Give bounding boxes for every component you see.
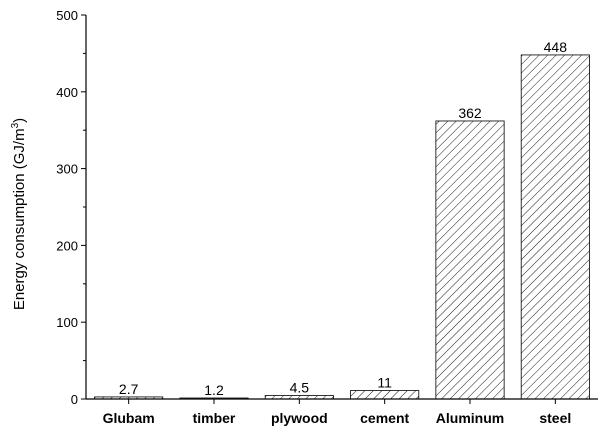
data-label-cement: 11 <box>377 375 392 391</box>
bars-group <box>94 54 590 400</box>
y-axis-title-group: Energy consumption (GJ/m3) <box>10 118 28 310</box>
y-tick-label-500: 500 <box>56 8 78 23</box>
x-tick-label-aluminum: Aluminum <box>436 410 504 426</box>
y-tick-label-400: 400 <box>56 85 78 100</box>
x-tick-label-plywood: plywood <box>271 410 328 426</box>
y-tick-label-300: 300 <box>56 162 78 177</box>
x-tick-label-glubam: Glubam <box>103 410 155 426</box>
y-tick-label-200: 200 <box>56 238 78 253</box>
axes-group <box>81 14 598 404</box>
x-tick-label-timber: timber <box>193 410 236 426</box>
y-axis-title: Energy consumption (GJ/m3) <box>10 118 28 310</box>
data-label-plywood: 4.5 <box>290 380 310 396</box>
x-tick-label-cement: cement <box>360 410 409 426</box>
bar-steel <box>520 54 590 400</box>
x-tick-label-steel: steel <box>539 410 571 426</box>
data-label-glubam: 2.7 <box>119 381 139 397</box>
bar-aluminum <box>435 120 505 400</box>
data-label-timber: 1.2 <box>204 382 224 398</box>
data-label-steel: 448 <box>544 39 568 55</box>
y-tick-label-100: 100 <box>56 315 78 330</box>
bar-cement <box>350 390 420 400</box>
data-label-aluminum: 362 <box>458 105 482 121</box>
y-tick-label-0: 0 <box>71 392 78 407</box>
labels-group: 2.7 Glubam 1.2 timber 4.5 plywood 11 cement 362 A… <box>56 8 571 426</box>
